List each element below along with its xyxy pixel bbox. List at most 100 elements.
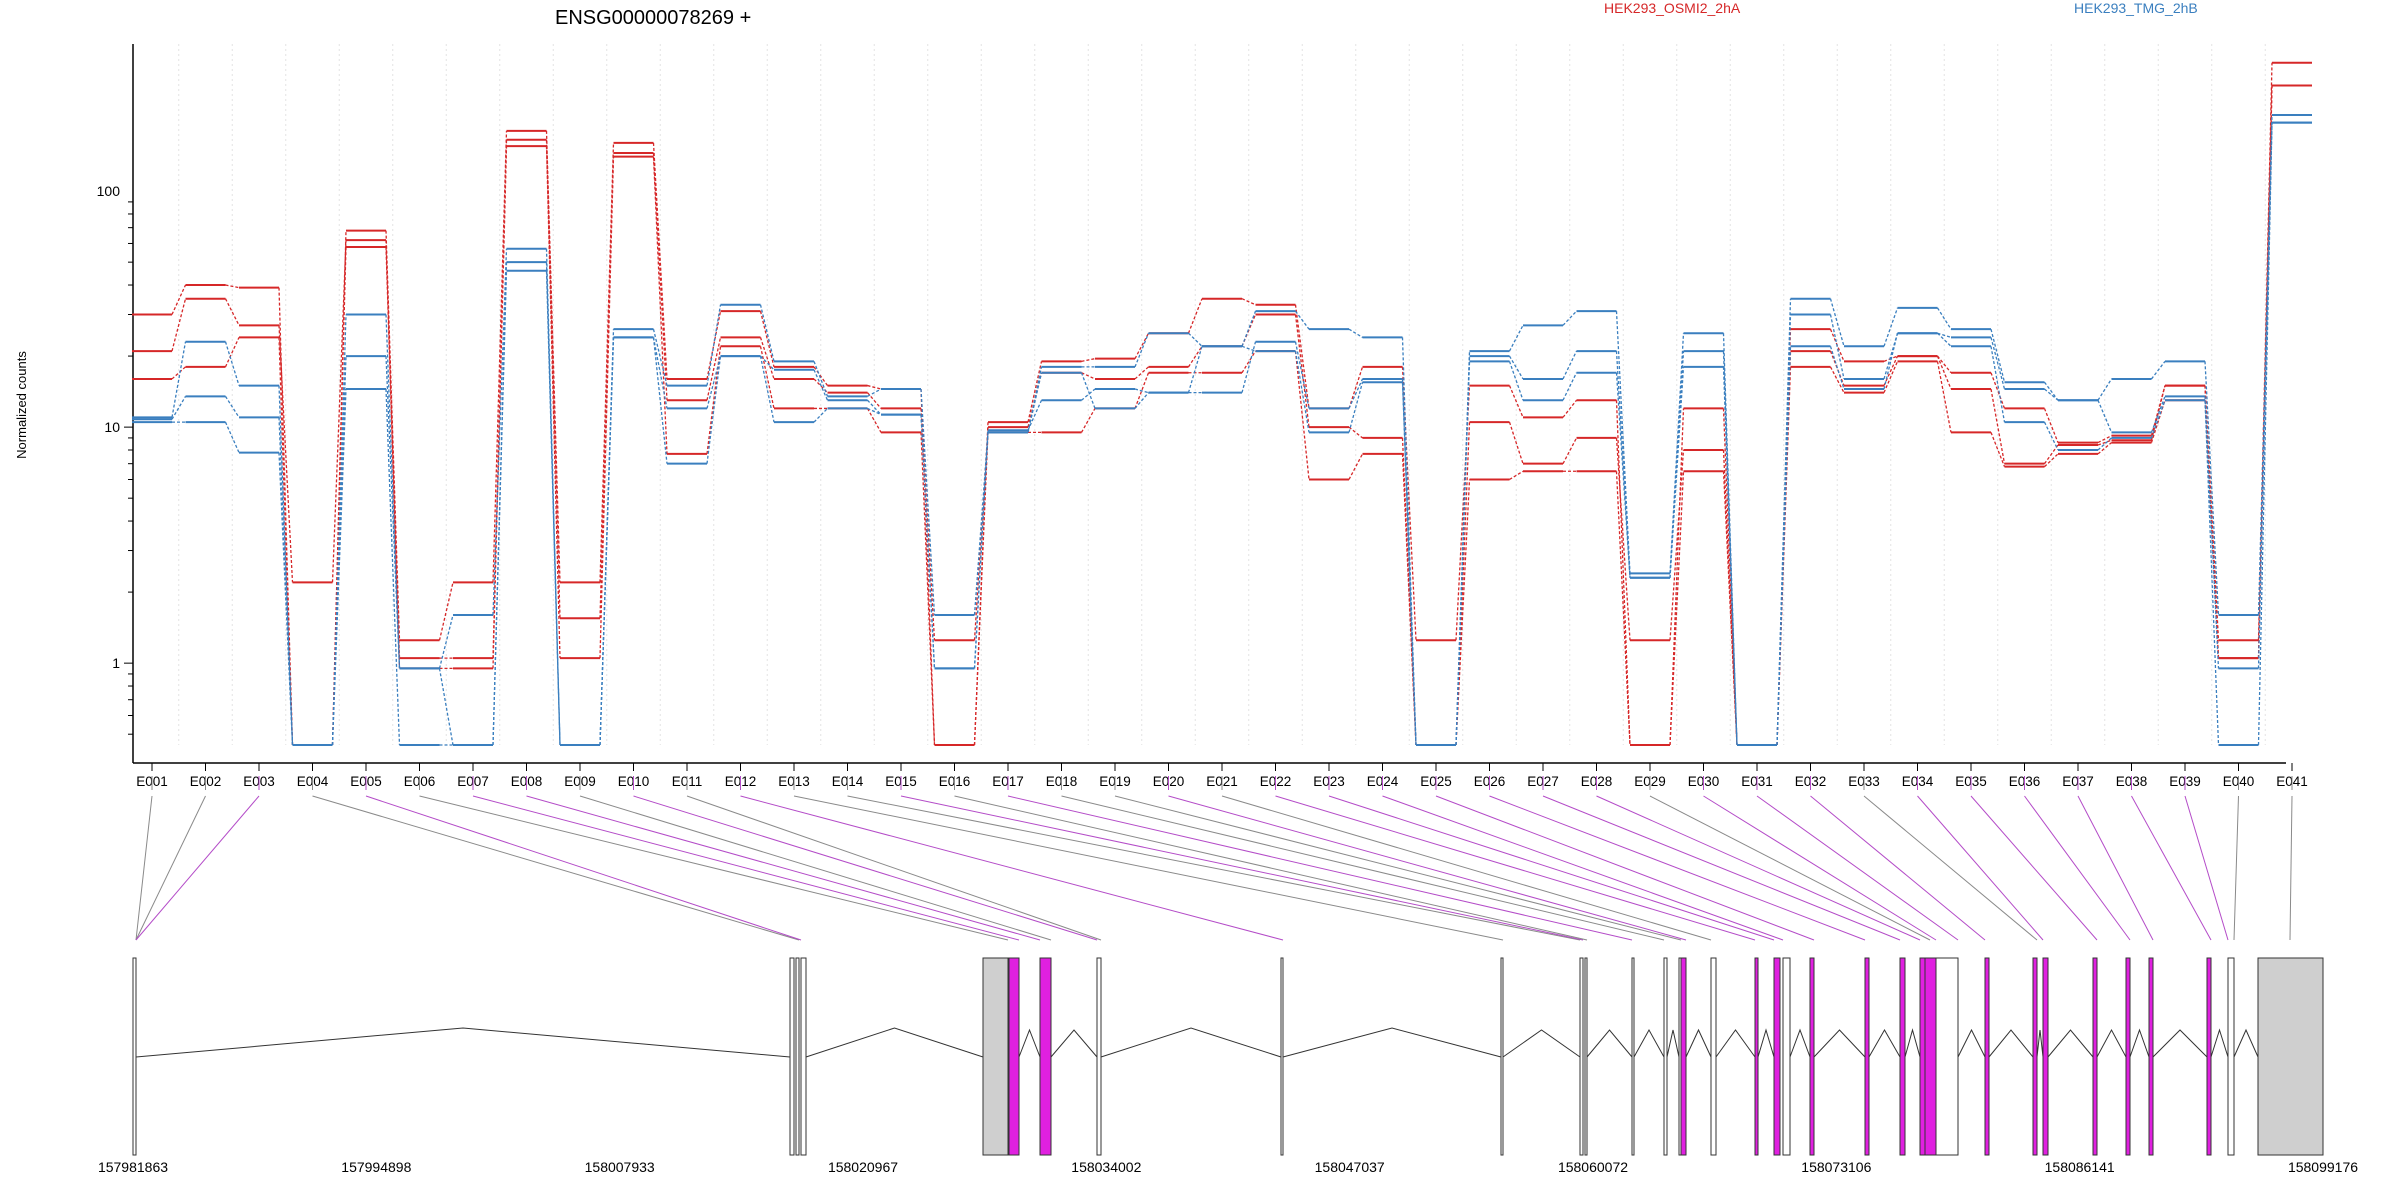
series-connector: [1509, 470, 1524, 481]
series-connector: [1241, 341, 1257, 393]
exon-connector: [2131, 795, 2212, 941]
series-connector: [171, 366, 186, 380]
exon-connector: [1756, 795, 1959, 941]
series-connector: [599, 337, 615, 746]
genome-coordinate-label: 158020967: [828, 1159, 898, 1175]
genome-coordinate-label: 158047037: [1315, 1159, 1385, 1175]
exon-box: [1710, 957, 1717, 1156]
exon-box: [1924, 957, 1937, 1156]
series-connector: [1936, 361, 1952, 433]
exon-box: [2227, 957, 2235, 1156]
exon-box: [1008, 957, 1020, 1156]
series-connector: [331, 240, 347, 583]
intron-line: [2036, 1029, 2044, 1058]
series-connector: [706, 304, 722, 386]
exon-connector: [1970, 795, 2098, 941]
series-connector: [224, 337, 240, 368]
series-connector: [867, 407, 882, 416]
exon-box: [1782, 957, 1791, 1156]
series-3: [132, 84, 2312, 746]
series-connector: [2150, 360, 2166, 380]
series-1: [132, 61, 2312, 746]
series-connector: [1508, 355, 1524, 380]
exon-connector: [1489, 795, 1866, 941]
series-connector: [759, 337, 775, 380]
series-connector: [171, 284, 187, 315]
series-connector: [2097, 437, 2112, 451]
series-connector: [1348, 328, 1363, 338]
series-connector: [813, 369, 829, 401]
series-connector: [1134, 366, 1149, 380]
exon-box: [795, 957, 800, 1156]
series-connector: [1348, 426, 1363, 439]
series-connector: [1883, 307, 1899, 347]
series-connector: [1722, 471, 1738, 746]
series-connector: [2204, 400, 2220, 659]
exon-box: [1680, 957, 1687, 1156]
series-connector: [171, 396, 187, 420]
series-connector: [545, 270, 561, 746]
intron-line: [1957, 1028, 1986, 1058]
exon-connector: [579, 795, 1052, 941]
series-5: [132, 121, 2312, 746]
intron-line: [1050, 1029, 1098, 1058]
series-connector: [1455, 422, 1471, 746]
series-connector: [331, 389, 347, 746]
exon-connector: [740, 795, 1284, 941]
exon-connector: [1917, 795, 2044, 941]
series-connector: [920, 408, 936, 641]
intron-line: [135, 1027, 791, 1058]
series-connector: [1937, 332, 1952, 347]
series-connector: [1187, 345, 1203, 368]
genome-coordinate-axis: 157981863 157994898 158007933 158020967 1580…: [98, 1159, 2358, 1175]
exon-connector: [1328, 795, 1775, 941]
intron-line: [1904, 1028, 1921, 1058]
series-connector: [867, 392, 882, 409]
intron-line: [2096, 1028, 2127, 1058]
series-connector: [1829, 314, 1845, 380]
series-connector: [1080, 408, 1096, 433]
series-connector: [1348, 366, 1364, 409]
intron-line: [2210, 1028, 2229, 1058]
series-connector: [920, 414, 936, 669]
series-connector: [278, 452, 294, 746]
intron-line: [1988, 1029, 2034, 1058]
series-connector: [1615, 311, 1631, 574]
exon-connector: [954, 795, 1588, 941]
series-connector: [1562, 350, 1578, 380]
exon-box: [2206, 957, 2212, 1156]
series-connector: [2097, 435, 2112, 444]
exon-connector: [1007, 795, 1633, 941]
exon-connector: [2289, 795, 2293, 941]
series-connector: [1187, 298, 1203, 334]
series-connector: [2097, 378, 2113, 401]
series-connector: [1883, 333, 1899, 380]
intron-line: [2047, 1029, 2094, 1058]
series-connector: [1294, 350, 1310, 433]
series-connector: [1401, 337, 1417, 746]
series-connector: [2097, 399, 2113, 433]
exon-box: [2042, 957, 2049, 1156]
series-connector: [1936, 355, 1952, 374]
exon-box: [1919, 957, 1926, 1156]
chart-title: ENSG00000078269 +: [555, 7, 751, 29]
series-connector: [1508, 361, 1524, 401]
series-connector: [1241, 345, 1256, 352]
exon-box: [132, 957, 137, 1156]
exon-connector: [2024, 795, 2131, 941]
exon-box: [2125, 957, 2131, 1156]
series-connector: [1134, 392, 1149, 409]
series-connector: [278, 337, 294, 746]
exon-box: [800, 957, 807, 1156]
series-connector: [920, 432, 936, 746]
series-connector: [385, 314, 401, 669]
intron-line: [1018, 1028, 1041, 1058]
series-connector: [224, 298, 240, 326]
series-connector: [920, 389, 936, 746]
series-connector: [759, 355, 775, 423]
series-connector: [1990, 372, 2006, 409]
intron-line: [2129, 1028, 2150, 1058]
intron-line: [1100, 1027, 1282, 1058]
exon-box: [1579, 957, 1584, 1156]
exon-box: [2032, 957, 2038, 1156]
